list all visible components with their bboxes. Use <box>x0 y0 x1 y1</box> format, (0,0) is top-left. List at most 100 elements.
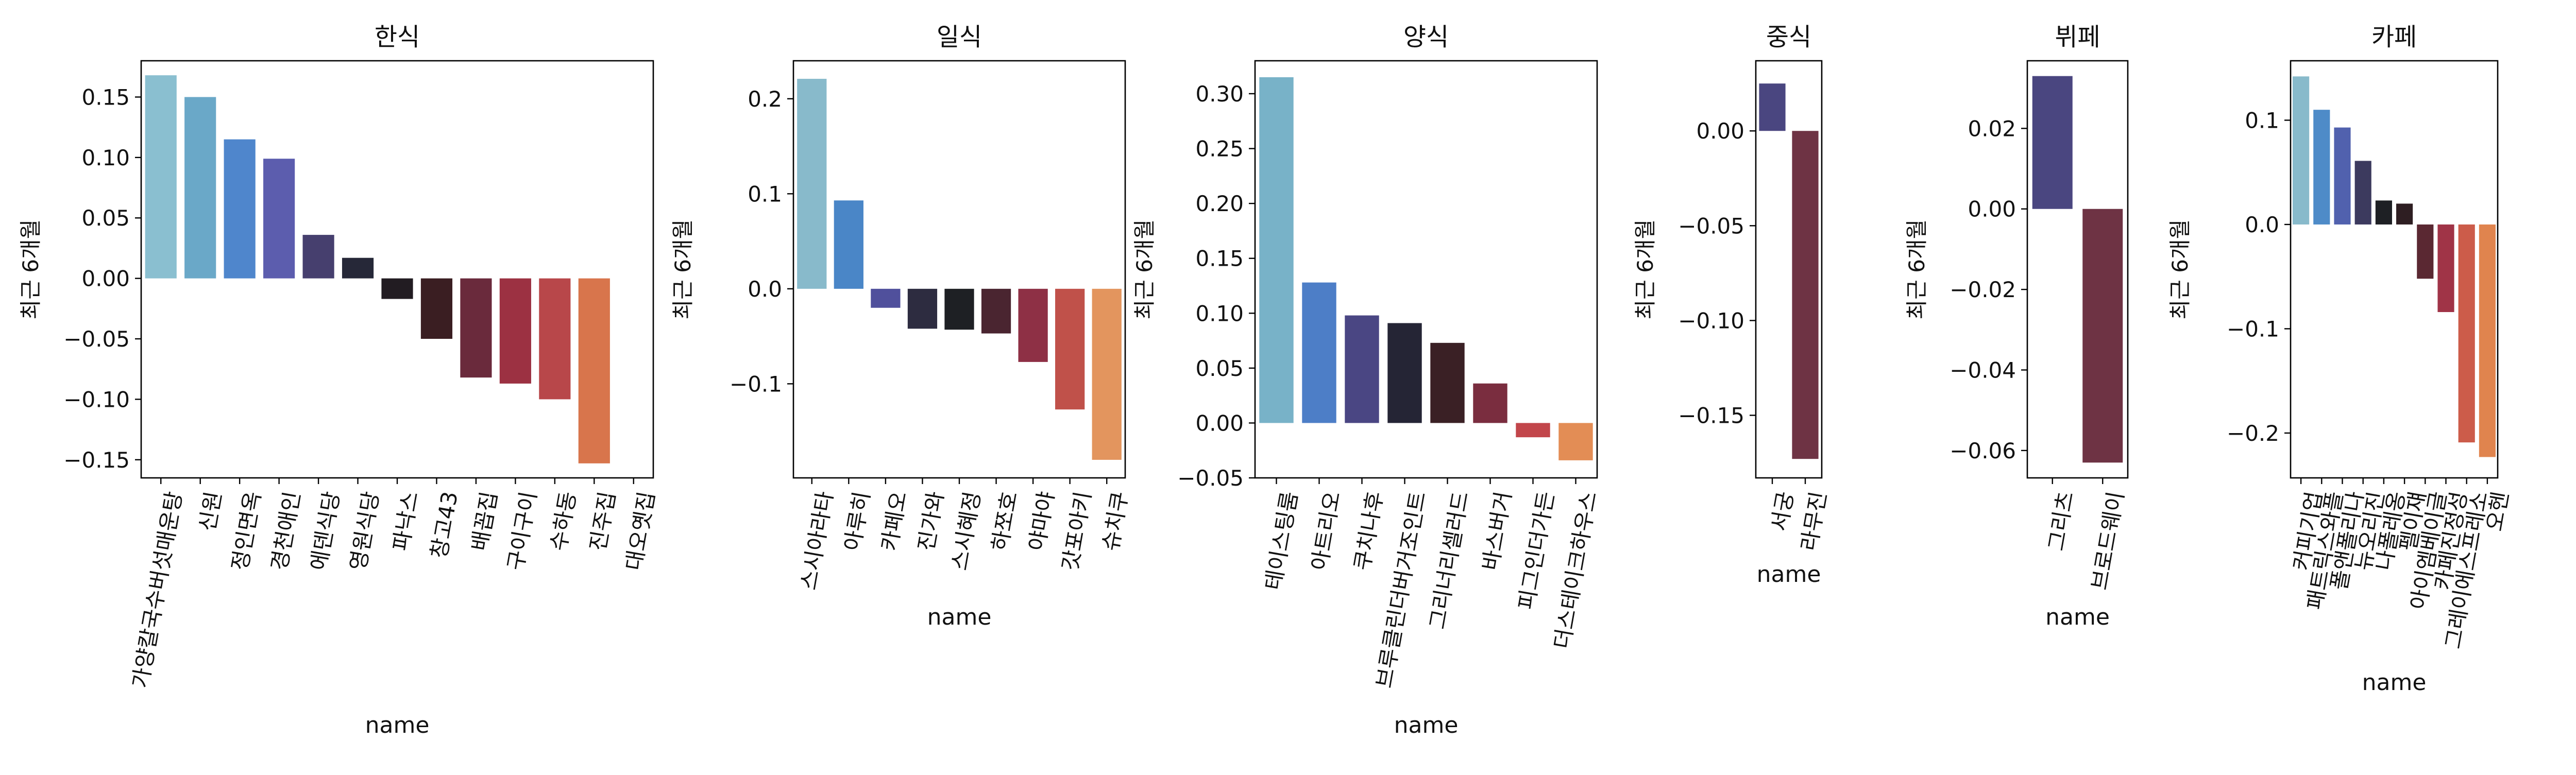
xtick-label-3-1: 테이스팅룸 <box>1260 490 1302 592</box>
x-axis-label-2: name <box>927 604 992 630</box>
xtick-label-5-1: 그리츠 <box>2043 490 2078 553</box>
bar-2-3 <box>871 288 901 308</box>
xtick-label-1-2: 신원 <box>195 490 227 533</box>
xtick-label-3-7: 피그인더가든 <box>1514 490 1560 612</box>
xtick-label-3-5: 그리너리셀러드 <box>1425 490 1473 631</box>
ytick-label-5-4: 0.00 <box>1968 197 2016 222</box>
xtick-label-1-1: 가양칼국수버섯매운탕 <box>127 490 187 690</box>
xtick-label-1-4: 경천애인 <box>266 490 305 573</box>
bar-1-9 <box>460 278 492 378</box>
xtick-label-3-8: 더스테이크하우스 <box>1549 490 1602 651</box>
ytick-label-2-1: −0.1 <box>730 371 782 397</box>
ytick-label-1-1: −0.15 <box>63 447 130 473</box>
x-axis-label-4: name <box>1757 561 1821 588</box>
xtick-label-3-3: 쿠치나후 <box>1349 490 1388 573</box>
xtick-label-1-8: 창고43 <box>426 490 463 560</box>
ytick-label-6-1: −0.2 <box>2227 421 2279 446</box>
ytick-label-1-3: −0.05 <box>63 326 130 352</box>
ytick-label-1-6: 0.10 <box>81 145 130 170</box>
xtick-label-2-7: 야마야 <box>1024 490 1059 553</box>
ytick-label-4-2: −0.10 <box>1678 308 1744 333</box>
xtick-label-2-9: 슈치쿠 <box>1097 490 1132 553</box>
plot-frame-6 <box>2290 60 2499 479</box>
bar-3-8 <box>1558 423 1593 460</box>
bar-6-4 <box>2354 161 2371 225</box>
bar-1-6 <box>342 257 374 279</box>
bar-5-2 <box>2082 209 2123 463</box>
plot-frame-3 <box>1254 60 1598 479</box>
ytick-label-5-2: −0.04 <box>1950 357 2016 383</box>
bar-6-10 <box>2479 224 2496 457</box>
bar-2-7 <box>1018 288 1048 362</box>
xtick-label-4-1: 서궁 <box>1767 490 1799 533</box>
bar-1-1 <box>145 75 177 279</box>
y-axis-label-5: 최근 6개월 <box>1904 219 1929 320</box>
xtick-label-3-6: 바스버거 <box>1478 490 1516 573</box>
bar-6-5 <box>2375 200 2392 225</box>
ytick-label-3-1: −0.05 <box>1177 466 1244 491</box>
ytick-label-6-2: −0.1 <box>2227 316 2279 341</box>
xtick-label-1-9: 배꼽집 <box>467 490 502 553</box>
y-axis-label-2: 최근 6개월 <box>670 219 696 320</box>
plot-frame-1 <box>140 60 654 479</box>
ytick-label-6-3: 0.0 <box>2245 212 2279 237</box>
bar-3-6 <box>1473 383 1507 423</box>
xtick-label-4-2: 라무진 <box>1796 490 1831 553</box>
bar-2-8 <box>1055 288 1085 410</box>
bar-4-2 <box>1792 131 1819 459</box>
x-axis-label-6: name <box>2362 669 2427 696</box>
ytick-label-3-2: 0.00 <box>1195 410 1244 436</box>
bar-6-1 <box>2293 76 2310 225</box>
xtick-label-1-5: 에덴식당 <box>306 490 345 573</box>
bar-6-8 <box>2437 224 2454 313</box>
bar-6-9 <box>2458 224 2475 443</box>
bar-3-4 <box>1387 323 1422 423</box>
bar-6-6 <box>2396 203 2413 225</box>
x-axis-label-3: name <box>1394 712 1459 738</box>
y-axis-label-6: 최근 6개월 <box>2167 219 2193 320</box>
xtick-label-1-7: 파낙스 <box>388 490 423 553</box>
bar-3-7 <box>1516 423 1550 438</box>
chart-title-5: 뷔페 <box>2055 23 2100 51</box>
y-axis-label-1: 최근 6개월 <box>18 219 43 320</box>
ytick-label-1-4: 0.00 <box>81 266 130 291</box>
bar-1-4 <box>263 159 295 279</box>
bar-1-7 <box>381 278 413 299</box>
bar-3-5 <box>1430 342 1465 423</box>
bar-1-3 <box>224 139 256 279</box>
bar-2-1 <box>797 79 827 289</box>
bar-6-7 <box>2417 224 2434 279</box>
ytick-label-6-4: 0.1 <box>2245 108 2279 133</box>
ytick-label-2-4: 0.2 <box>748 87 782 112</box>
bar-1-12 <box>578 278 610 463</box>
chart-title-3: 양식 <box>1403 23 1449 51</box>
ytick-label-5-1: −0.06 <box>1950 438 2016 463</box>
ytick-label-3-3: 0.05 <box>1195 356 1244 381</box>
y-axis-label-3: 최근 6개월 <box>1132 219 1157 320</box>
plot-frame-4 <box>1755 60 1823 479</box>
xtick-label-1-12: 진주집 <box>585 490 620 553</box>
y-axis-label-4: 최근 6개월 <box>1633 219 1658 320</box>
bar-1-10 <box>499 278 531 384</box>
bar-1-5 <box>302 235 334 279</box>
xtick-label-5-2: 브로드웨이 <box>2087 490 2129 592</box>
bar-3-1 <box>1259 77 1294 423</box>
ytick-label-5-5: 0.02 <box>1968 116 2016 141</box>
bar-3-2 <box>1302 282 1336 423</box>
ytick-label-2-3: 0.1 <box>748 181 782 206</box>
chart-title-6: 카페 <box>2371 23 2417 51</box>
ytick-label-2-2: 0.0 <box>748 277 782 302</box>
x-axis-label-5: name <box>2045 604 2110 630</box>
bar-6-3 <box>2334 127 2351 225</box>
xtick-label-2-4: 진가와 <box>913 490 948 553</box>
ytick-label-3-7: 0.25 <box>1195 136 1244 162</box>
bar-4-1 <box>1759 83 1786 131</box>
xtick-label-2-5: 스시혜정 <box>946 490 985 573</box>
ytick-label-1-5: 0.05 <box>81 205 130 231</box>
bar-2-4 <box>907 288 938 329</box>
bar-1-2 <box>184 97 216 279</box>
bar-2-9 <box>1092 288 1122 460</box>
plot-frame-5 <box>2026 60 2129 479</box>
xtick-label-2-3: 카페오 <box>876 490 911 553</box>
bar-5-1 <box>2032 76 2073 209</box>
